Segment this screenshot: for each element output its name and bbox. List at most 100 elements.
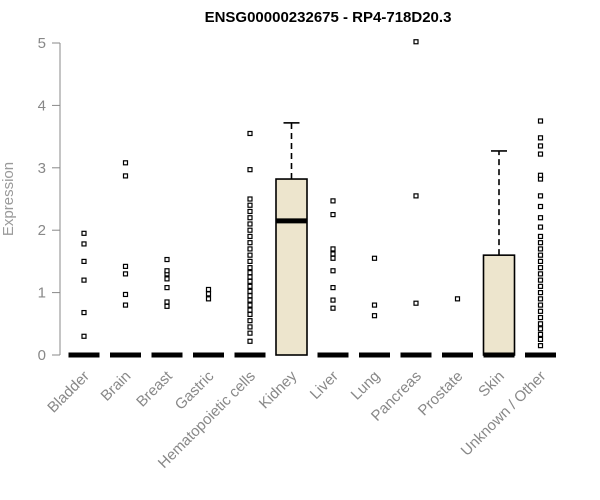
outlier-point: [330, 251, 336, 257]
outlier-point: [330, 212, 336, 218]
outlier-point: [537, 290, 544, 296]
outlier-point: [454, 296, 461, 302]
outlier-point: [247, 283, 253, 289]
box-group: [234, 130, 266, 358]
outlier-point: [122, 271, 129, 277]
x-tick-label: Breast: [133, 367, 176, 410]
outlier-point: [537, 265, 544, 271]
outlier-point: [247, 196, 253, 202]
outlier-point: [164, 268, 170, 274]
outlier-point: [330, 246, 336, 252]
outlier-point: [330, 305, 336, 311]
y-axis-label: Expression: [0, 162, 17, 236]
outlier-point: [537, 271, 544, 277]
y-axis: 0 1 2 3 4 5: [38, 35, 61, 364]
outlier-point: [537, 308, 544, 314]
outlier-point: [371, 302, 378, 308]
outlier-point: [330, 268, 336, 274]
outlier-point: [164, 285, 170, 291]
outlier-point: [537, 224, 544, 230]
outlier-point: [537, 246, 544, 252]
outlier-point: [537, 296, 544, 302]
box: [482, 254, 516, 356]
outlier-point: [205, 286, 212, 293]
y-tick-label: 5: [38, 35, 46, 52]
x-tick-label: Prostate: [415, 368, 467, 420]
outlier-point: [247, 318, 253, 324]
plot-area: [68, 39, 556, 358]
outlier-point: [537, 277, 544, 283]
outlier-point: [247, 278, 253, 284]
outlier-point: [537, 343, 544, 349]
outlier-point: [537, 215, 544, 221]
outlier-point: [247, 252, 253, 258]
outlier-point: [81, 230, 87, 236]
outlier-point: [247, 293, 253, 299]
box-group: [482, 150, 516, 358]
outlier-point: [122, 302, 129, 308]
outlier-point: [164, 299, 170, 305]
outlier-point: [247, 258, 253, 264]
outlier-point: [537, 302, 544, 308]
outlier-point: [81, 277, 87, 283]
box-group: [442, 296, 473, 358]
outlier-point: [247, 324, 253, 330]
box-group: [317, 198, 349, 358]
outlier-point: [164, 303, 170, 309]
outlier-point: [247, 270, 253, 276]
outlier-point: [537, 283, 544, 289]
box-group: [400, 39, 432, 358]
outlier-point: [371, 255, 378, 261]
outlier-point: [537, 143, 544, 149]
outlier-point: [537, 135, 544, 141]
outlier-point: [122, 291, 129, 298]
outlier-point: [122, 173, 129, 179]
outlier-point: [247, 297, 253, 303]
outlier-point: [81, 258, 87, 264]
outlier-point: [537, 321, 544, 327]
outlier-point: [413, 39, 419, 45]
outlier-point: [81, 241, 87, 247]
box: [275, 178, 308, 356]
outlier-point: [330, 285, 336, 291]
outlier-point: [537, 151, 544, 157]
outlier-point: [122, 263, 129, 269]
y-tick-label: 4: [38, 97, 46, 114]
x-tick-label: Lung: [348, 368, 384, 404]
outlier-point: [247, 338, 253, 344]
outlier-point: [537, 203, 544, 210]
outlier-point: [537, 258, 544, 264]
outlier-point: [122, 160, 129, 166]
y-tick-label: 1: [38, 285, 46, 302]
outlier-point: [247, 330, 253, 336]
outlier-point: [247, 274, 253, 280]
outlier-point: [247, 215, 253, 221]
outlier-point: [81, 309, 87, 316]
outlier-point: [247, 240, 253, 246]
box-group: [275, 122, 308, 356]
y-tick-label: 0: [38, 347, 46, 364]
box-group: [151, 256, 183, 358]
outlier-point: [164, 256, 170, 263]
outlier-point: [371, 313, 378, 319]
outlier-point: [537, 172, 544, 178]
outlier-point: [81, 333, 87, 339]
box-group: [193, 286, 224, 358]
outlier-point: [330, 297, 336, 303]
outlier-point: [247, 302, 253, 308]
x-tick-label: Kidney: [256, 367, 301, 412]
box-group: [68, 230, 100, 358]
outlier-point: [330, 255, 336, 261]
outlier-point: [247, 167, 253, 173]
outlier-point: [537, 252, 544, 258]
outlier-point: [247, 311, 253, 318]
outlier-point: [247, 246, 253, 252]
box-group: [110, 160, 141, 358]
x-tick-label: Bladder: [44, 368, 93, 417]
outlier-point: [247, 265, 253, 271]
outlier-point: [205, 291, 212, 297]
outlier-point: [247, 233, 253, 240]
outlier-point: [247, 130, 253, 137]
outlier-point: [537, 326, 544, 332]
